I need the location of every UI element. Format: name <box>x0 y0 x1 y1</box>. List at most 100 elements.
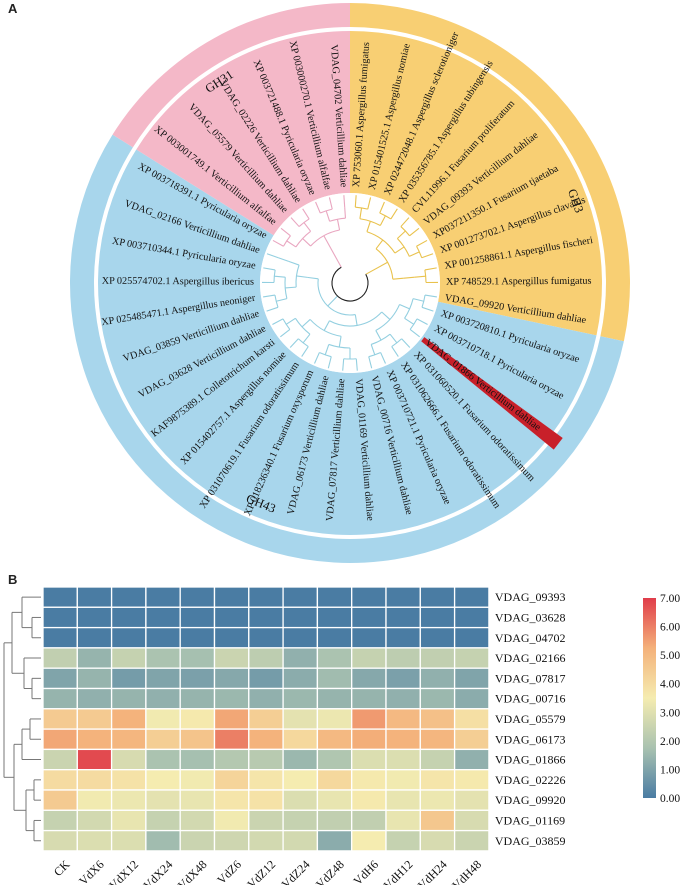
branch-line <box>424 294 437 298</box>
heatmap-cell <box>110 667 147 690</box>
branch-arc <box>297 338 309 347</box>
heatmap-cell <box>145 647 181 669</box>
branch-line <box>276 298 288 302</box>
heatmap-cell <box>42 626 78 649</box>
ring-separator <box>94 27 606 539</box>
family-ring <box>70 3 631 563</box>
branch-line <box>354 314 358 326</box>
heatmap-cell <box>419 829 456 852</box>
branch-line <box>409 227 420 237</box>
heatmap-cell <box>145 829 181 852</box>
row-label: VDAG_02226 <box>495 773 566 787</box>
branch-line <box>424 267 437 271</box>
heatmap-cell <box>316 708 353 730</box>
heatmap-cell <box>316 647 353 669</box>
heatmap-cell <box>179 789 216 811</box>
tip-9: XP 748529.1 Aspergillus fumigatus <box>446 276 592 288</box>
heatmap-cell <box>179 809 216 832</box>
heatmap-cell <box>213 829 250 852</box>
colorbar-tick: 1.00 <box>660 764 680 776</box>
heatmap-cell <box>110 586 147 608</box>
heatmap-cell <box>213 728 250 751</box>
heatmap-cell <box>385 606 421 629</box>
heatmap-cell <box>316 667 353 690</box>
column-label: CK <box>51 857 73 879</box>
tree-center-area <box>260 193 440 373</box>
heatmap-cell <box>453 769 490 791</box>
row-label: VDAG_03859 <box>495 834 566 848</box>
heatmap-cell <box>419 667 456 690</box>
heatmap-cell <box>213 626 250 649</box>
heatmap-cell <box>282 606 319 629</box>
branch-line <box>400 217 410 227</box>
branch-line <box>314 352 320 364</box>
row-labels: VDAG_09393 VDAG_03628 VDAG_04702 VDAG_02166… <box>495 590 566 848</box>
heatmap-cell <box>351 647 387 669</box>
heatmap-cell <box>419 728 456 751</box>
heatmap-cell <box>145 667 181 690</box>
branch-line <box>366 221 371 232</box>
heatmap-cell <box>248 789 284 811</box>
heatmap-cell <box>213 748 250 771</box>
panel-b-label: B <box>8 572 17 587</box>
branch-line <box>375 330 382 341</box>
branch-line <box>421 306 434 312</box>
branch-line <box>368 356 373 369</box>
heatmap-cell <box>351 829 387 852</box>
heatmap-cell <box>385 667 421 690</box>
heatmap-cell <box>213 687 250 710</box>
heatmap-cell <box>213 586 250 608</box>
heatmap-cell <box>42 586 78 608</box>
heatmap-cell <box>42 687 78 710</box>
heatmap-cell <box>248 769 284 791</box>
heatmap-cell <box>351 809 387 832</box>
branch-line <box>327 356 332 369</box>
column-label: VdH48 <box>449 857 484 885</box>
branch-line <box>381 311 391 320</box>
heatmap-cell <box>351 667 387 690</box>
branch-arc <box>282 318 291 330</box>
branch-line <box>389 333 398 344</box>
heatmap-cell <box>351 789 387 811</box>
branch-line <box>336 219 341 231</box>
branch-arc <box>404 298 414 319</box>
column-label: VdX48 <box>175 857 210 885</box>
heatmap-cell <box>110 789 147 811</box>
branch-line <box>296 275 308 278</box>
colorbar-tick: 7.00 <box>660 593 680 605</box>
heatmap-cell <box>453 606 490 629</box>
branch-arc <box>274 294 279 308</box>
heatmap-cell <box>282 789 319 811</box>
heatmap-cell <box>419 626 456 649</box>
heatmap-cell <box>453 667 490 690</box>
heatmap-cell <box>213 789 250 811</box>
branch-line <box>416 239 428 247</box>
heatmap-cell <box>110 647 147 669</box>
heatmap-cell <box>110 769 147 791</box>
branch-line <box>272 318 284 326</box>
heatmap-cell <box>110 708 147 730</box>
heatmap-cell <box>179 769 216 791</box>
heatmap-cell <box>248 626 284 649</box>
heatmap-cell <box>145 809 181 832</box>
branch-arc <box>355 206 368 210</box>
branch-line <box>324 344 330 356</box>
heatmap-cell <box>282 586 319 608</box>
heatmap-cell <box>282 829 319 852</box>
branch-line <box>315 201 321 214</box>
branch-line <box>338 336 342 348</box>
row-label: VDAG_04702 <box>495 631 566 645</box>
heatmap-cell <box>385 748 421 771</box>
branch-arc <box>284 277 288 299</box>
heatmap-cell <box>110 809 147 832</box>
heatmap-cell <box>179 708 216 730</box>
tip-label: XP 748529.1 Aspergillus fumigatus <box>446 276 592 288</box>
heatmap-cell <box>453 626 490 649</box>
heatmap-cell <box>316 809 353 832</box>
row-label: VDAG_06173 <box>495 732 566 746</box>
row-label: VDAG_00716 <box>495 692 566 706</box>
branch-line <box>409 251 420 257</box>
row-label: VDAG_07817 <box>495 671 566 685</box>
heatmap-cell <box>385 586 421 608</box>
colorbar-gradient <box>643 598 656 798</box>
